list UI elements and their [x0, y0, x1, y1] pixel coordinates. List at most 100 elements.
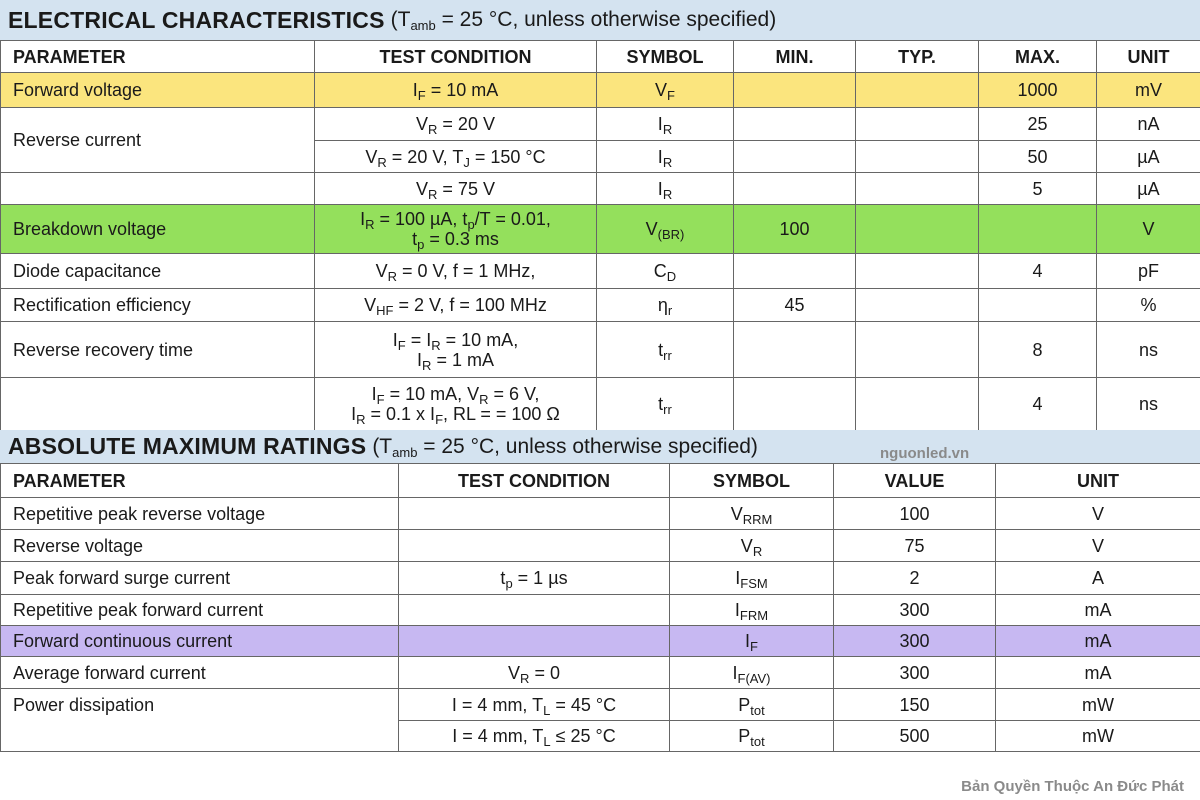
line: IF = IR = 10 mA, [321, 329, 590, 352]
text: V [740, 535, 753, 556]
row: VR = 20 V, TJ = 150 °C IR 50 µA [1, 140, 1200, 173]
subscript: R [428, 186, 438, 202]
cell: VR = 0 V, f = 1 MHz, [314, 253, 597, 289]
cell: mW [995, 688, 1200, 721]
cell: V(BR) [596, 204, 734, 254]
header-cell: TYP. [855, 40, 979, 73]
text: t [500, 568, 506, 588]
section-title: ABSOLUTE MAXIMUM RATINGS [8, 433, 367, 459]
line: IR = 0.1 x IF, RL = = 100 Ω [321, 404, 590, 427]
subscript: rr [663, 347, 672, 363]
cell: CD [596, 253, 734, 289]
text: I [657, 146, 663, 167]
cell: 1000 [978, 72, 1097, 108]
text: I [657, 114, 663, 134]
cell: VHF = 2 V, f = 100 MHz [314, 288, 597, 322]
subscript: amb [392, 444, 418, 460]
text: V [364, 295, 377, 315]
cell: mV [1096, 72, 1200, 108]
subscript: R [520, 670, 530, 686]
parameter-cell: Reverse recovery time [0, 321, 315, 378]
subscript: R [662, 122, 673, 137]
header-cell: SYMBOL [669, 463, 834, 498]
text: V [375, 261, 388, 281]
cell: Ptot [669, 688, 834, 721]
cell: I = 4 mm, TL = 45 °C [398, 688, 670, 721]
cell: VR = 75 V [314, 172, 597, 205]
text: = 25 °C, unless otherwise specified) [417, 434, 758, 458]
cell: VR = 20 V [314, 107, 597, 141]
header-cell: MIN. [733, 40, 856, 73]
cell: 4 [978, 253, 1097, 289]
cell: A [995, 561, 1200, 595]
text: = 150 °C [469, 146, 546, 167]
parameter-cell: Repetitive peak reverse voltage [0, 497, 399, 530]
cell: VF [596, 72, 734, 108]
text: = 10 mA, [440, 329, 519, 350]
cell: 8 [978, 321, 1097, 378]
cell: IF(AV) [669, 656, 834, 689]
row: Breakdown voltage IR = 100 µA, tp/T = 0.0… [0, 204, 1200, 254]
cell [733, 377, 856, 431]
cell: IR [596, 107, 734, 141]
cell [733, 72, 856, 108]
cell: V [995, 497, 1200, 530]
subscript: L [543, 734, 551, 749]
text: I [417, 349, 423, 370]
text: I [392, 329, 398, 350]
row: IF = 10 mA, VR = 6 V, IR = 0.1 x IF, RL =… [0, 377, 1200, 431]
cell: µA [1096, 140, 1200, 173]
text: = 45 °C [550, 694, 617, 715]
subscript: HF [376, 303, 394, 318]
text: (T [390, 8, 411, 31]
parameter-cell: Average forward current [0, 656, 399, 689]
cell: IFSM [669, 561, 834, 595]
watermark: nguonled.vn [880, 445, 970, 462]
cell: IF = IR = 10 mA, IR = 1 mA [314, 321, 597, 378]
cell: IF = 10 mA, VR = 6 V, IR = 0.1 x IF, RL =… [314, 377, 597, 431]
text: = 100 µA, t [374, 209, 468, 229]
text: = 0.3 ms [424, 229, 499, 249]
text: I = 4 mm, T [452, 726, 544, 746]
text: = 25 °C, unless otherwise specified) [435, 8, 777, 31]
line: IR = 1 mA [321, 349, 590, 372]
cell: 100 [733, 204, 856, 254]
subscript: F [417, 88, 426, 103]
subscript: rr [663, 402, 672, 417]
cell [855, 288, 979, 322]
text: V [655, 80, 668, 100]
subscript: FRM [739, 608, 769, 623]
cell: Ptot [669, 720, 834, 752]
subscript: R [662, 154, 673, 170]
cell: mA [995, 625, 1200, 657]
parameter-cell: Power dissipation [0, 688, 399, 752]
cell: 300 [833, 594, 996, 626]
parameter-cell: Peak forward surge current [0, 561, 399, 595]
cell: mW [995, 720, 1200, 752]
subscript: R [356, 412, 366, 427]
text: = 20 V [437, 114, 495, 134]
header-cell: VALUE [833, 463, 996, 498]
cell [855, 172, 979, 205]
subscript: amb [410, 18, 436, 33]
parameter-cell: Forward voltage [0, 72, 315, 108]
cell [733, 107, 856, 141]
subscript: F [750, 639, 758, 654]
subscript: R [377, 154, 387, 170]
subscript: F [667, 88, 675, 103]
subscript: (BR) [657, 227, 685, 242]
cell [855, 253, 979, 289]
parameter-cell: Breakdown voltage [0, 204, 315, 254]
row: Reverse recovery time IF = IR = 10 mA, IR … [0, 321, 1200, 378]
text: t [658, 394, 664, 414]
section-condition: (Tamb = 25 °C, unless otherwise specifie… [391, 8, 777, 32]
subscript: tot [750, 702, 765, 718]
cell: µA [1096, 172, 1200, 205]
parameter-cell: Diode capacitance [0, 253, 315, 289]
header-cell: TEST CONDITION [398, 463, 670, 498]
cell: tp = 1 µs [398, 561, 670, 595]
cell: 2 [833, 561, 996, 595]
text: V [508, 662, 521, 683]
cell: 50 [978, 140, 1097, 173]
